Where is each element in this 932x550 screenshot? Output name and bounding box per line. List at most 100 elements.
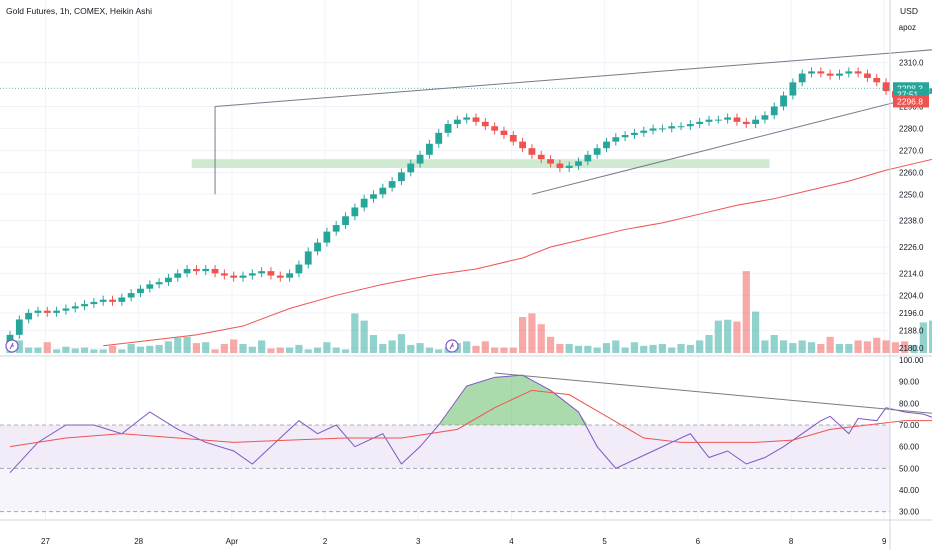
candle-body [43, 310, 51, 313]
volume-bar [341, 349, 350, 353]
candle-body [239, 275, 247, 278]
candle-body [360, 198, 368, 208]
time-tick-label: 27 [41, 537, 50, 546]
candle-body [248, 273, 256, 276]
volume-bar [53, 349, 61, 353]
time-tick-label: 5 [602, 537, 607, 546]
volume-bar [901, 341, 909, 353]
candle-body [873, 77, 881, 83]
volume-bar [658, 344, 666, 353]
time-tick-label: 6 [696, 537, 701, 546]
price-tag [893, 95, 929, 108]
candle-body [500, 130, 508, 136]
volume-bar [882, 340, 890, 353]
candle-body [789, 82, 797, 96]
volume-bar [584, 345, 592, 353]
volume-bar [267, 348, 275, 353]
rsi-tick-label: 100.00 [899, 356, 924, 365]
volume-bar [239, 344, 247, 353]
volume-bar [705, 335, 713, 353]
candle-body [519, 141, 526, 149]
candle-body [603, 141, 610, 149]
volume-bar [724, 319, 732, 353]
volume-bar [929, 320, 932, 353]
volume-bar [649, 344, 657, 353]
volume-bar [491, 347, 499, 353]
candle-body [267, 271, 275, 276]
volume-bar [136, 346, 145, 353]
rsi-divergence-line [494, 372, 932, 414]
volume-bar [108, 345, 117, 353]
candle-body [286, 273, 293, 278]
time-tick-label: 28 [134, 537, 143, 546]
candle-body [202, 268, 210, 272]
volume-bar [258, 340, 266, 353]
candle-body [398, 172, 405, 182]
volume-bar [99, 349, 107, 353]
candle-body [444, 124, 452, 133]
candle-body [53, 310, 60, 313]
volume-bar [835, 344, 844, 353]
price-tick-label: 2310.0 [899, 59, 924, 68]
volume-bar [481, 341, 489, 353]
candle-body [127, 293, 135, 298]
volume-bar [472, 345, 480, 353]
volume-bar [90, 349, 98, 353]
candle-body [34, 310, 42, 313]
symbol-title: Gold Futures, 1h, COMEX, Heikin Ashi [6, 6, 152, 16]
volume-bar [621, 347, 629, 353]
volume-bar [146, 345, 154, 353]
volume-bar [733, 321, 741, 353]
volume-bar [304, 349, 312, 353]
rsi-lower-fill [0, 468, 890, 512]
volume-bar [295, 344, 303, 353]
candle-body [836, 73, 843, 76]
volume-bar [798, 340, 806, 353]
time-tick-label: Apr [226, 537, 239, 546]
volume-bar [752, 311, 760, 353]
volume-bar [211, 349, 219, 353]
volume-bar [155, 344, 163, 353]
candle-body [276, 275, 284, 278]
volume-bar [379, 344, 387, 353]
volume-bar [202, 342, 210, 353]
candle-body [332, 225, 340, 232]
volume-bar [425, 347, 433, 353]
volume-bar [854, 340, 862, 353]
volume-bar [556, 344, 564, 353]
candle-body [109, 299, 116, 302]
candle-body [696, 121, 704, 125]
candle-body [668, 126, 676, 129]
volume-bar [407, 344, 415, 353]
volume-bar [183, 336, 191, 353]
rsi-ma-line [9, 389, 932, 448]
price-tick-label: 2250.0 [899, 190, 924, 199]
volume-bar [612, 340, 620, 353]
candle-body [62, 308, 70, 311]
price-tag-label: 2296.8 [897, 96, 923, 106]
candle-body [453, 119, 461, 125]
rsi-tick-label: 70.00 [899, 421, 920, 430]
candle-body [323, 231, 331, 243]
volume-bar [668, 347, 676, 353]
volume-bar [25, 347, 33, 353]
moving-average-line [103, 158, 932, 347]
time-tick-label: 3 [416, 537, 421, 546]
candle-body [528, 148, 536, 155]
candle-body [808, 71, 815, 74]
volume-bar [248, 346, 256, 353]
price-tick-label: 2260.0 [899, 168, 924, 177]
volume-bar [891, 342, 899, 353]
volume-bar [779, 340, 788, 353]
volume-bar [15, 340, 23, 353]
candle-body [780, 95, 787, 107]
candle-body [677, 126, 685, 128]
time-tick-label: 4 [509, 537, 514, 546]
candle-body [304, 251, 312, 265]
price-tick-label: 2196.0 [899, 309, 924, 318]
volume-bar [546, 336, 555, 353]
volume-bar [817, 344, 825, 353]
candle-body [137, 288, 144, 294]
volume-bar [369, 335, 378, 353]
